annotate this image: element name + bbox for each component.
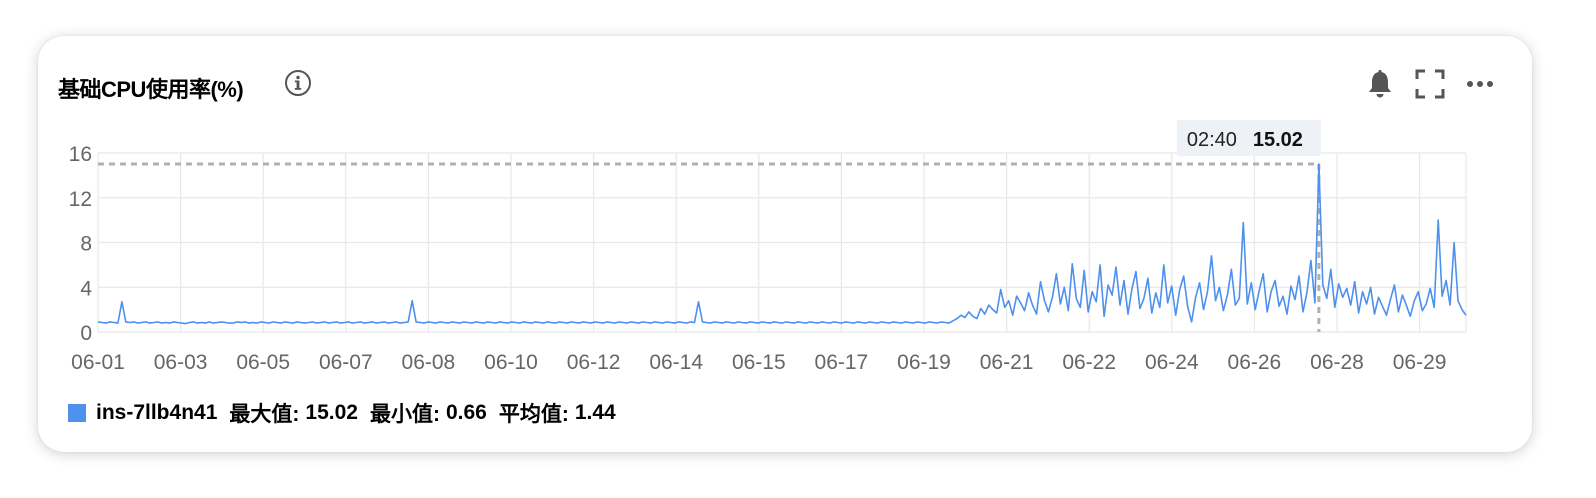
- tooltip-value: 15.02: [1253, 129, 1303, 151]
- more-icon[interactable]: [1464, 68, 1496, 100]
- legend-avg-value: 1.44: [574, 401, 616, 424]
- bell-icon[interactable]: [1364, 68, 1396, 100]
- x-tick-label: 06-21: [980, 351, 1034, 374]
- x-tick-label: 06-10: [484, 351, 538, 374]
- x-tick-label: 06-01: [71, 351, 125, 374]
- x-tick-label: 06-17: [815, 351, 869, 374]
- panel-title: 基础CPU使用率(%): [58, 77, 244, 102]
- y-tick-label: 0: [80, 322, 92, 345]
- x-tick-label: 06-08: [402, 351, 456, 374]
- y-tick-label: 8: [80, 233, 92, 256]
- fullscreen-icon[interactable]: [1414, 68, 1446, 100]
- x-tick-label: 06-22: [1062, 351, 1116, 374]
- cpu-line-chart: 0 4 8 12 16 06-01 06-03 06-05 06-07 06-08 06-10 06-…: [69, 119, 1467, 374]
- x-tick-label: 06-07: [319, 351, 373, 374]
- legend-min-label: 最小值:: [369, 403, 440, 426]
- x-tick-label: 06-14: [649, 351, 703, 374]
- chart-legend: ins-7llb4n41 最大值: 15.02 最小值: 0.66 平均值: 1…: [68, 400, 628, 426]
- legend-avg-label: 平均值:: [498, 403, 569, 426]
- legend-max-value: 15.02: [305, 401, 358, 424]
- info-icon[interactable]: [284, 69, 312, 97]
- x-tick-label: 06-24: [1145, 351, 1199, 374]
- y-tick-label: 16: [69, 143, 92, 166]
- x-tick-label: 06-15: [732, 351, 786, 374]
- legend-min-value: 0.66: [445, 401, 487, 424]
- x-tick-label: 06-12: [567, 351, 621, 374]
- x-tick-label: 06-26: [1228, 351, 1282, 374]
- y-tick-label: 12: [69, 188, 92, 211]
- legend-series-name[interactable]: ins-7llb4n41: [96, 401, 218, 424]
- legend-swatch[interactable]: [68, 404, 86, 422]
- x-tick-label: 06-03: [154, 351, 208, 374]
- x-tick-label: 06-28: [1310, 351, 1364, 374]
- y-tick-label: 4: [80, 277, 92, 300]
- x-tick-label: 06-29: [1393, 351, 1447, 374]
- x-tick-label: 06-05: [236, 351, 290, 374]
- series-line: [97, 163, 1467, 325]
- legend-max-label: 最大值:: [229, 403, 300, 426]
- chart-panel: 基础CPU使用率(%) 0 4 8 12 16 06-01 06-03 06-05 06-07 0…: [38, 36, 1532, 452]
- tooltip-time: 02:40: [1187, 129, 1237, 151]
- max-tooltip-box: [1176, 119, 1321, 156]
- x-tick-label: 06-19: [897, 351, 951, 374]
